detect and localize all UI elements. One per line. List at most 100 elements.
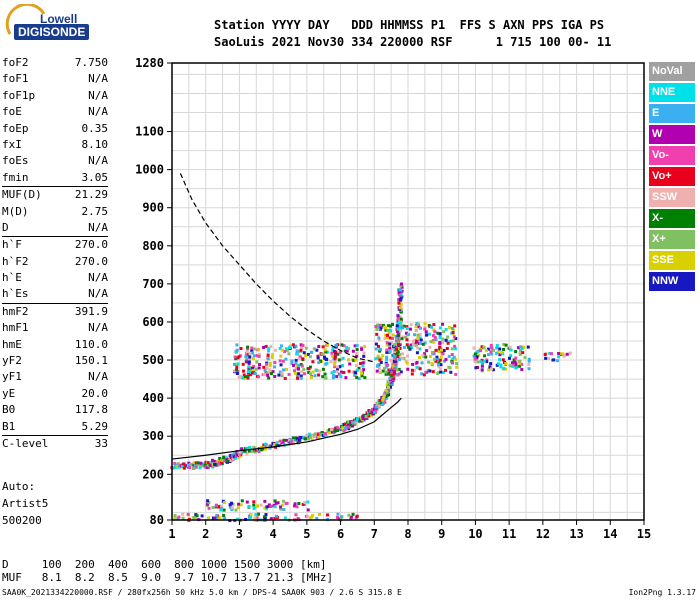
echo-point — [434, 348, 438, 352]
trace-point — [397, 301, 401, 305]
trace-point — [396, 354, 400, 358]
trace-point — [333, 429, 337, 433]
param-row: M(D) 2.75 — [2, 204, 108, 220]
echo-point — [362, 368, 366, 372]
echo-point — [489, 343, 493, 347]
echo-point — [374, 342, 378, 346]
echo-point — [181, 516, 185, 520]
trace-point — [174, 464, 178, 468]
echo-point — [352, 358, 356, 362]
x-tick-label: 8 — [404, 527, 411, 541]
echo-point — [513, 360, 517, 364]
trace-point — [304, 437, 308, 441]
echo-point — [432, 328, 436, 332]
echo-point — [240, 499, 244, 503]
legend: NoVal NNE E W Vo- Vo+ SSW X- X+ SSE NNW — [649, 62, 695, 293]
trace-point — [374, 404, 378, 408]
echo-point — [446, 335, 450, 339]
x-tick-label: 7 — [371, 527, 378, 541]
echo-point — [424, 371, 428, 375]
trace-point — [198, 466, 202, 470]
echo-point — [483, 359, 487, 363]
trace-point — [397, 290, 401, 294]
echo-point — [432, 323, 436, 327]
echo-point — [349, 515, 353, 519]
echo-point — [508, 345, 512, 349]
legend-item: Vo+ — [649, 167, 695, 186]
echo-point — [330, 351, 334, 355]
trace-point — [389, 385, 393, 389]
echo-point — [512, 358, 516, 362]
trace-point — [308, 436, 312, 440]
echo-point — [527, 362, 531, 366]
echo-point — [436, 358, 440, 362]
trace-point — [291, 436, 295, 440]
trace-point — [199, 461, 203, 465]
echo-point — [547, 356, 551, 360]
echo-point — [500, 351, 504, 355]
param-label: h`F — [2, 238, 22, 252]
trace-point — [176, 464, 180, 468]
echo-point — [387, 331, 391, 335]
echo-point — [173, 516, 177, 520]
echo-point — [382, 323, 386, 327]
echo-point — [215, 514, 219, 518]
trace-point — [394, 357, 398, 361]
profile-line — [171, 397, 402, 460]
trace-point — [394, 344, 398, 348]
trace-point — [388, 376, 392, 380]
trace-point — [398, 288, 402, 292]
echo-point — [267, 349, 271, 353]
echo-point — [444, 338, 448, 342]
echo-point — [287, 372, 291, 376]
trace-point — [172, 466, 176, 470]
echo-point — [489, 367, 493, 371]
echo-point — [336, 365, 340, 369]
trace-point — [393, 353, 397, 357]
echo-point — [245, 500, 249, 504]
echo-point — [230, 506, 234, 510]
echo-point — [269, 345, 273, 349]
x-tick-label: 13 — [569, 527, 583, 541]
trace-point — [248, 445, 252, 449]
param-value: N/A — [88, 154, 108, 168]
trace-point — [397, 292, 401, 296]
echo-point — [207, 501, 211, 505]
param-label: hmF2 — [2, 304, 29, 318]
echo-point — [428, 354, 432, 358]
echo-point — [391, 333, 395, 337]
echo-point — [374, 347, 378, 351]
echo-point — [357, 377, 361, 381]
trace-point — [180, 464, 184, 468]
echo-point — [475, 365, 479, 369]
trace-point — [236, 450, 240, 454]
echo-point — [473, 352, 477, 356]
trace-point — [365, 415, 369, 419]
trace-point — [385, 393, 389, 397]
echo-point — [477, 353, 481, 357]
trace-point — [192, 461, 196, 465]
legend-item: SSW — [649, 188, 695, 207]
trace-point — [398, 306, 402, 310]
trace-point — [398, 315, 402, 319]
echo-point — [437, 365, 441, 369]
echo-point — [451, 328, 455, 332]
echo-point — [265, 366, 269, 370]
echo-point — [317, 361, 321, 365]
echo-point — [333, 354, 337, 358]
echo-point — [484, 349, 488, 353]
param-row: yE 20.0 — [2, 386, 108, 402]
echo-point — [514, 366, 518, 370]
trace-point — [396, 342, 400, 346]
echo-point — [241, 362, 245, 366]
echo-point — [386, 328, 390, 332]
echo-point — [385, 355, 389, 359]
x-tick-label: 9 — [438, 527, 445, 541]
echo-point — [363, 345, 367, 349]
trace-point — [371, 410, 375, 414]
echo-point — [430, 361, 434, 365]
echo-point — [360, 347, 364, 351]
param-label: foF2 — [2, 56, 29, 69]
echo-point — [342, 370, 346, 374]
echo-point — [214, 503, 218, 507]
